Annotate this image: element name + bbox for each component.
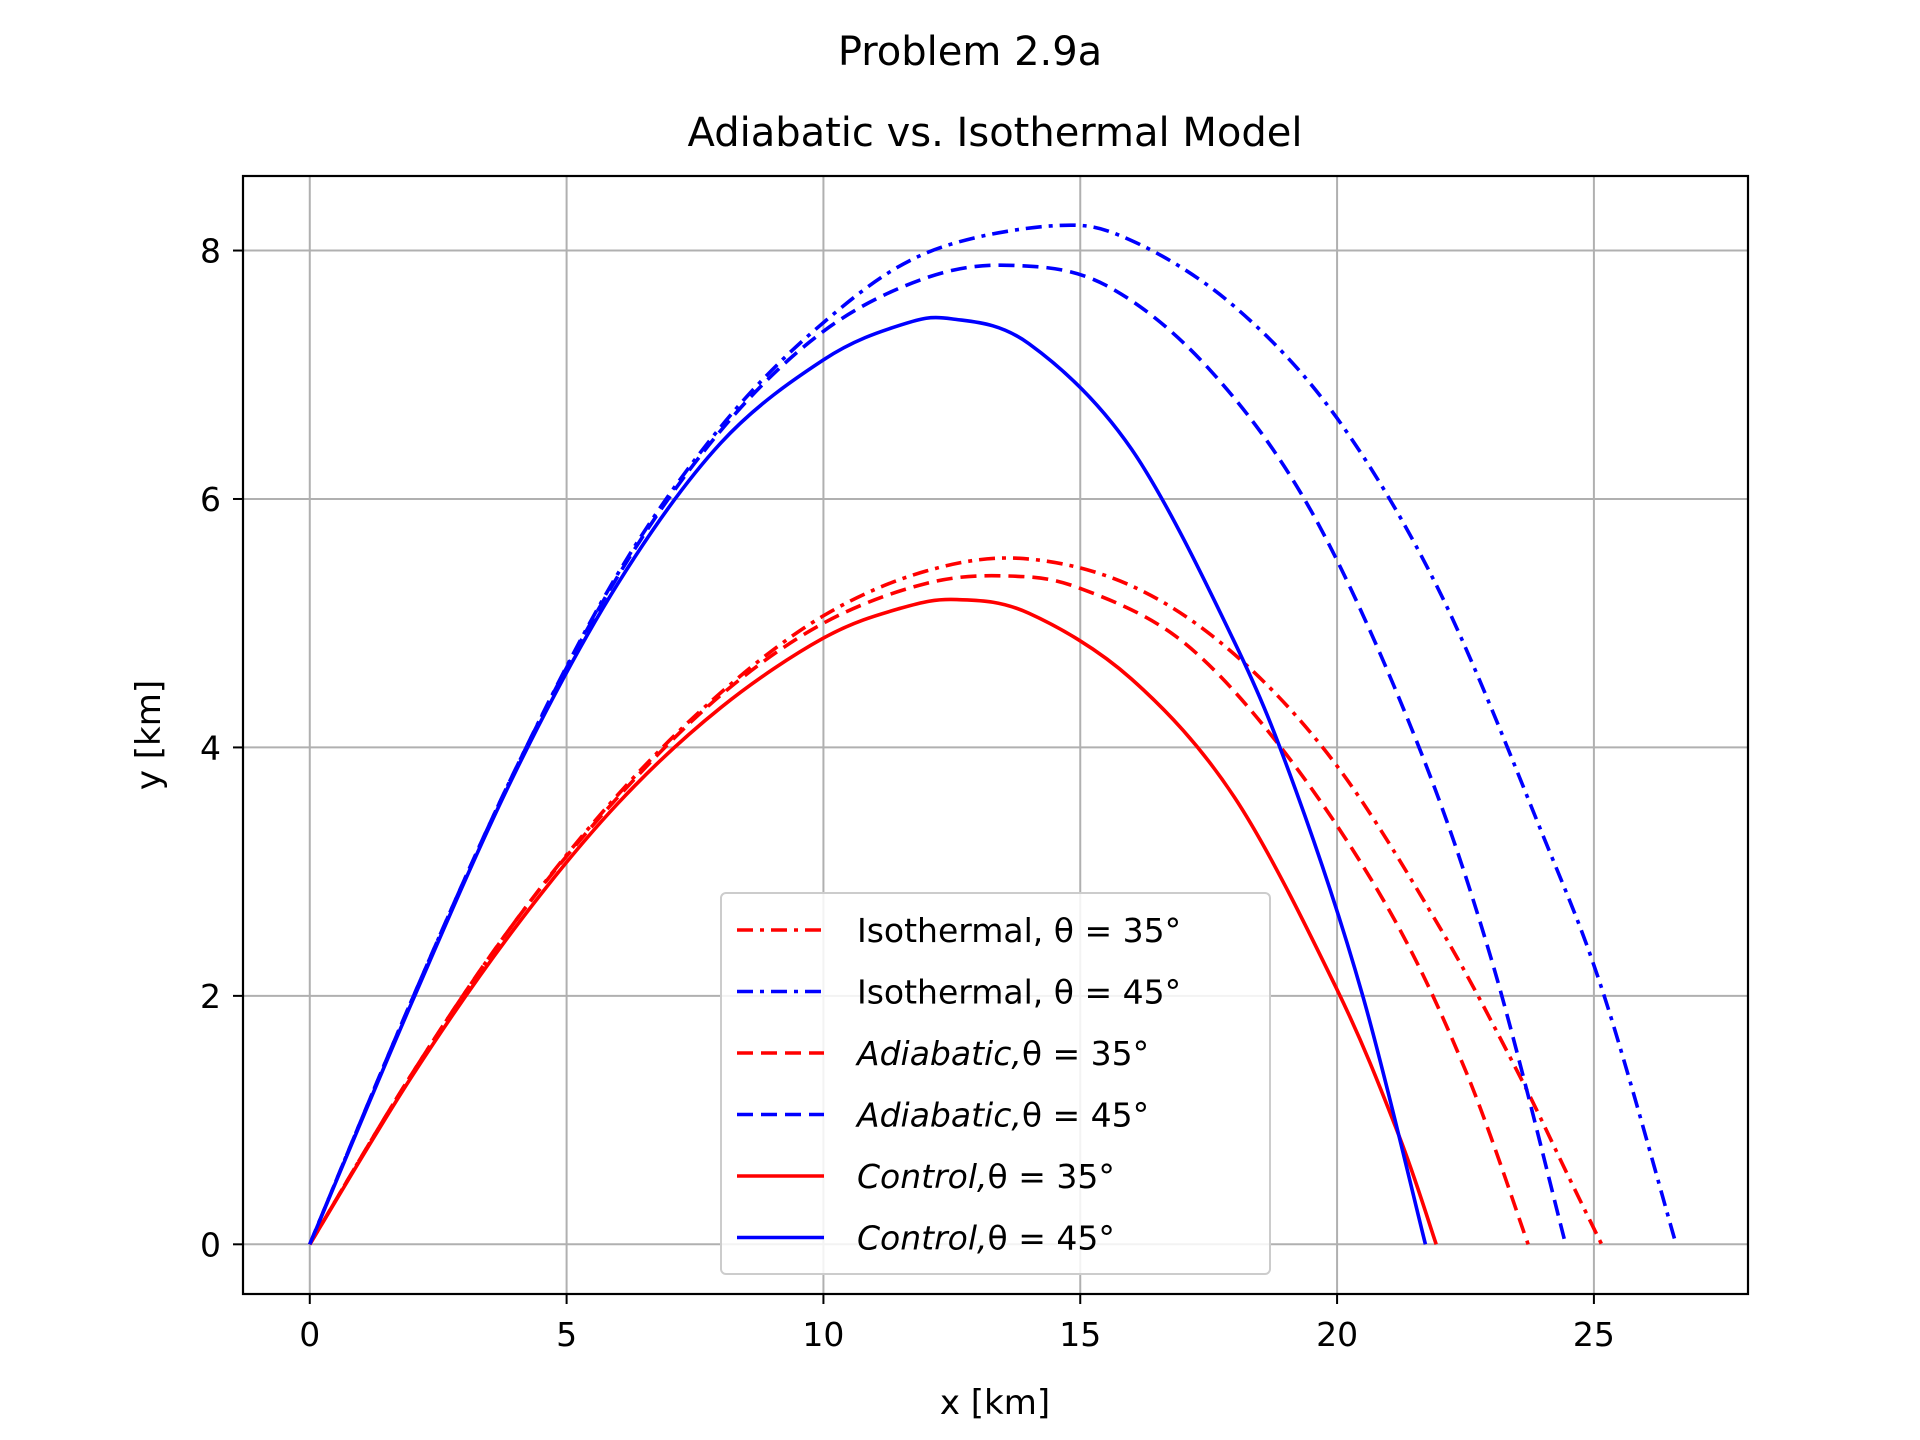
y-tick-label: 2: [200, 977, 221, 1016]
legend-model-name: Isothermal,: [857, 911, 1043, 950]
y-axis-label: y [km]: [129, 680, 169, 790]
x-tick-label: 10: [802, 1315, 844, 1354]
legend-angle: θ = 35°: [988, 1157, 1115, 1196]
legend-label-4: Control,θ = 35°: [857, 1157, 1115, 1196]
series-line-0: [308, 556, 1604, 1246]
series-line-2: [308, 573, 1530, 1246]
legend-label-5: Control,θ = 45°: [857, 1219, 1115, 1258]
grid-lines: [243, 176, 1748, 1294]
legend-model-name: Control,: [857, 1157, 988, 1196]
legend-angle: θ = 45°: [1043, 973, 1181, 1012]
x-tick-label: 0: [299, 1315, 320, 1354]
series-line-5: [308, 315, 1428, 1246]
legend-label-0: Isothermal, θ = 35°: [857, 911, 1181, 950]
legend-model-name: Adiabatic,: [855, 1034, 1022, 1073]
y-tick-label: 0: [200, 1225, 221, 1264]
y-tick-label: 6: [200, 480, 221, 519]
legend: Isothermal, θ = 35°Isothermal, θ = 45°Ad…: [720, 892, 1271, 1275]
legend-angle: θ = 35°: [1022, 1034, 1149, 1073]
legend-model-name: Adiabatic,: [855, 1096, 1022, 1135]
x-axis-label: x [km]: [940, 1383, 1050, 1423]
x-tick-label: 5: [556, 1315, 577, 1354]
legend-label-1: Isothermal, θ = 45°: [857, 973, 1181, 1012]
legend-angle: θ = 45°: [1022, 1096, 1149, 1135]
x-tick-label: 25: [1573, 1315, 1615, 1354]
x-tick-label: 15: [1059, 1315, 1101, 1354]
plot-frame: [241, 174, 1750, 1296]
ticks-layer: 0 5 10 15 20 25 0 2 4 6 8: [200, 232, 1615, 1354]
series-line-4: [308, 597, 1438, 1246]
legend-model-name: Isothermal,: [857, 973, 1043, 1012]
legend-angle: θ = 45°: [988, 1219, 1115, 1258]
series-layer: [308, 223, 1678, 1246]
figure-suptitle: Problem 2.9a: [838, 29, 1102, 75]
x-tick-label: 20: [1316, 1315, 1358, 1354]
legend-angle: θ = 35°: [1043, 911, 1181, 950]
chart-title: Adiabatic vs. Isothermal Model: [688, 110, 1303, 156]
legend-model-name: Control,: [857, 1219, 988, 1258]
y-tick-label: 8: [200, 232, 221, 271]
legend-label-2: Adiabatic,θ = 35°: [855, 1034, 1149, 1073]
legend-box: [720, 892, 1271, 1275]
legend-label-3: Adiabatic,θ = 45°: [855, 1096, 1149, 1135]
y-tick-label: 4: [200, 728, 221, 767]
